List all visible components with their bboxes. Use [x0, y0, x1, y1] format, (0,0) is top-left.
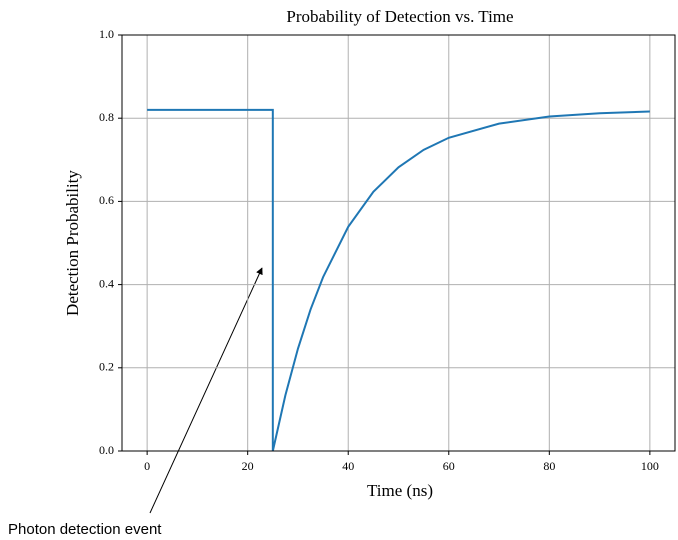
x-tick-label: 0 — [144, 459, 150, 473]
x-tick-label: 40 — [342, 459, 354, 473]
y-tick-label: 0.0 — [99, 443, 114, 457]
plot-frame — [121, 34, 676, 452]
x-tick-label: 100 — [641, 459, 659, 473]
annotation: Photon detection event — [8, 521, 162, 538]
x-tick-label: 20 — [242, 459, 254, 473]
y-tick-label: 0.8 — [99, 110, 114, 124]
y-tick-label: 1.0 — [99, 27, 114, 41]
y-tick-label: 0.4 — [99, 276, 114, 290]
x-tick-label: 80 — [543, 459, 555, 473]
x-tick-label: 60 — [443, 459, 455, 473]
y-tick-label: 0.6 — [99, 193, 114, 207]
data-line — [147, 108, 650, 452]
chart-title: Probability of Detection vs. Time — [286, 7, 513, 26]
annotation-arrow — [149, 267, 263, 514]
y-axis-label: Detection Probability — [63, 170, 82, 316]
y-tick-label: 0.2 — [99, 360, 114, 374]
x-axis-label: Time (ns) — [367, 481, 433, 500]
